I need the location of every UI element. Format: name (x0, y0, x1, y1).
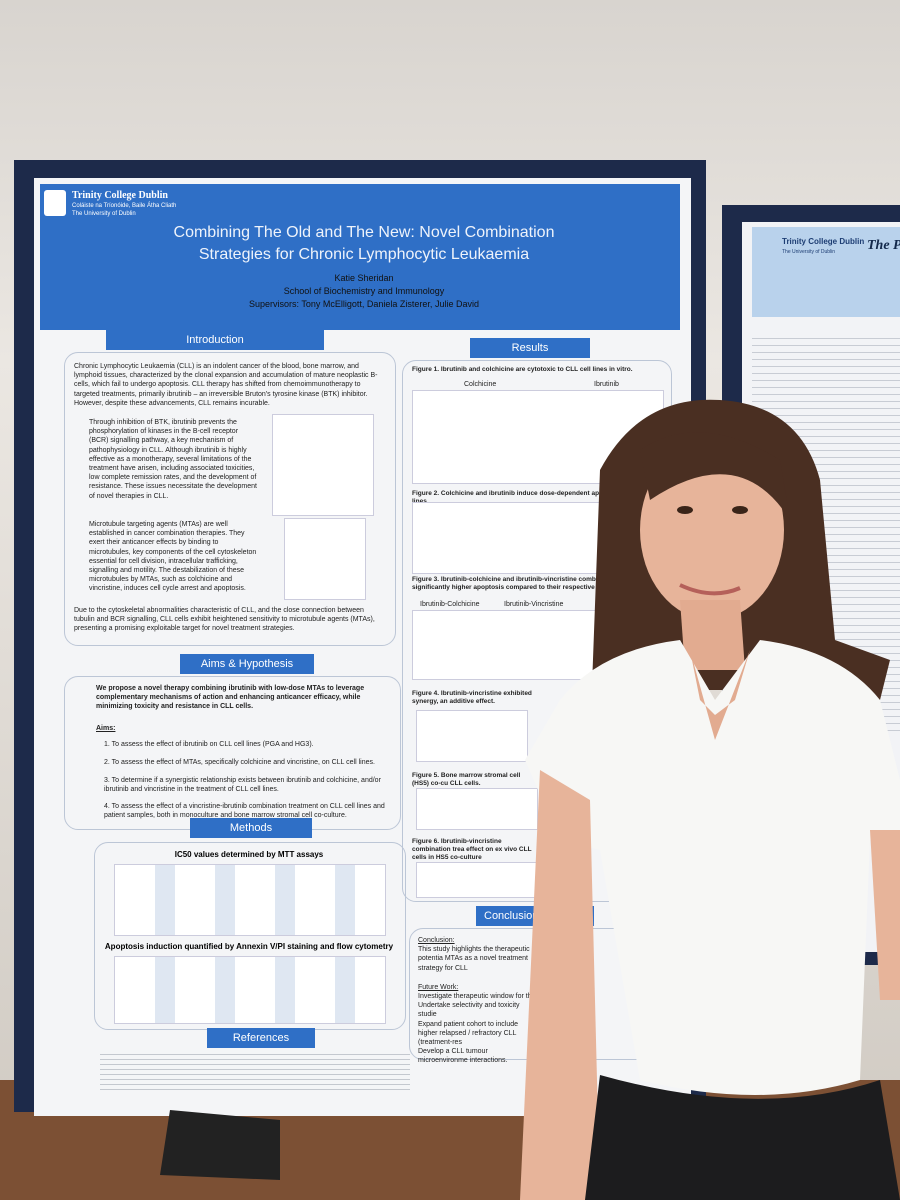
method-diagram (114, 864, 386, 936)
future-item: Investigate therapeutic window for this (418, 993, 537, 1001)
neighbor-university: The University of Dublin (782, 249, 836, 255)
panel-label: Ibrutinib-Vincristine (504, 601, 564, 608)
figure-caption: Figure 6. Ibrutinib-vincristine combinat… (412, 838, 532, 861)
supervisors: Supervisors: Tony McElligott, Daniela Zi… (249, 299, 479, 309)
hypothesis: We propose a novel therapy combining ibr… (96, 685, 365, 711)
institution: Trinity College Dublin (72, 190, 168, 201)
figure (416, 788, 538, 830)
section-box (64, 352, 396, 646)
figure-caption: Figure 3. Ibrutinib-colchicine and ibrut… (412, 576, 670, 591)
school: School of Biochemistry and Immunology (283, 286, 445, 296)
institution-irish: Coláiste na Tríonóide, Baile Átha Cliath (72, 203, 177, 209)
aim: 3. To determine if a synergistic relatio… (104, 777, 381, 794)
section-heading: Aims & Hypothesis (180, 654, 314, 674)
poster-header (40, 184, 680, 330)
figure (416, 710, 528, 762)
section-heading: Methods (190, 818, 312, 838)
panel-label: Colchicine (464, 381, 497, 388)
figure (416, 862, 538, 898)
future-item: Expand patient cohort to include higher … (418, 1020, 519, 1047)
figure-caption: Figure 1. Ibrutinib and colchicine are c… (412, 366, 633, 373)
paragraph: Microtubule targeting agents (MTAs) are … (89, 521, 257, 593)
panel-label: Ibrutinib-Colchicine (420, 601, 480, 608)
neighbor-institution: Trinity College Dublin (782, 237, 865, 246)
poster-title: Combining The Old and The New: Novel Com… (173, 224, 555, 263)
aim: 4. To assess the effect of a vincristine… (104, 803, 385, 820)
aim: 1. To assess the effect of ibrutinib on … (104, 741, 314, 748)
author: Katie Sheridan (334, 273, 394, 283)
section-heading: Results (470, 338, 590, 358)
method-heading: IC50 values determined by MTT assays (174, 850, 324, 859)
university: The University of Dublin (72, 211, 136, 217)
reference-list (100, 1050, 410, 1094)
aims-label: Aims: (96, 725, 116, 732)
figure-caption: Figure 5. Bone marrow stromal cell (HS5)… (412, 772, 521, 787)
conclusion-text: This study highlights the therapeutic po… (418, 946, 530, 972)
panel-label: Ibrutinib (594, 381, 619, 388)
figure-caption: Figure 4. Ibrutinib-vincristine exhibite… (412, 690, 532, 705)
method-heading: Apoptosis induction quantified by Annexi… (104, 942, 394, 951)
future-item: Undertake selectivity and toxicity studi… (418, 1002, 520, 1019)
paragraph: Chronic Lymphocytic Leukaemia (CLL) is a… (74, 363, 378, 407)
section-heading: References (207, 1028, 315, 1048)
aim: 2. To assess the effect of MTAs, specifi… (104, 759, 375, 766)
neighbor-header (752, 227, 900, 317)
figure (284, 518, 366, 600)
crest (44, 190, 66, 216)
neighbor-title: The P (867, 238, 900, 253)
figure (272, 414, 374, 516)
future-item: Develop a CLL tumour microenvironme inte… (418, 1048, 508, 1065)
method-diagram (114, 956, 386, 1024)
figure-caption: Figure 2. Colchicine and ibrutinib induc… (412, 490, 657, 505)
paragraph: Due to the cytoskeletal abnormalities ch… (74, 607, 375, 633)
section-heading: Introduction (106, 330, 324, 350)
future-label: Future Work: (418, 983, 459, 991)
conclusion-label: Conclusion: (418, 937, 455, 944)
paragraph: Through inhibition of BTK, ibrutinib pre… (89, 419, 257, 500)
